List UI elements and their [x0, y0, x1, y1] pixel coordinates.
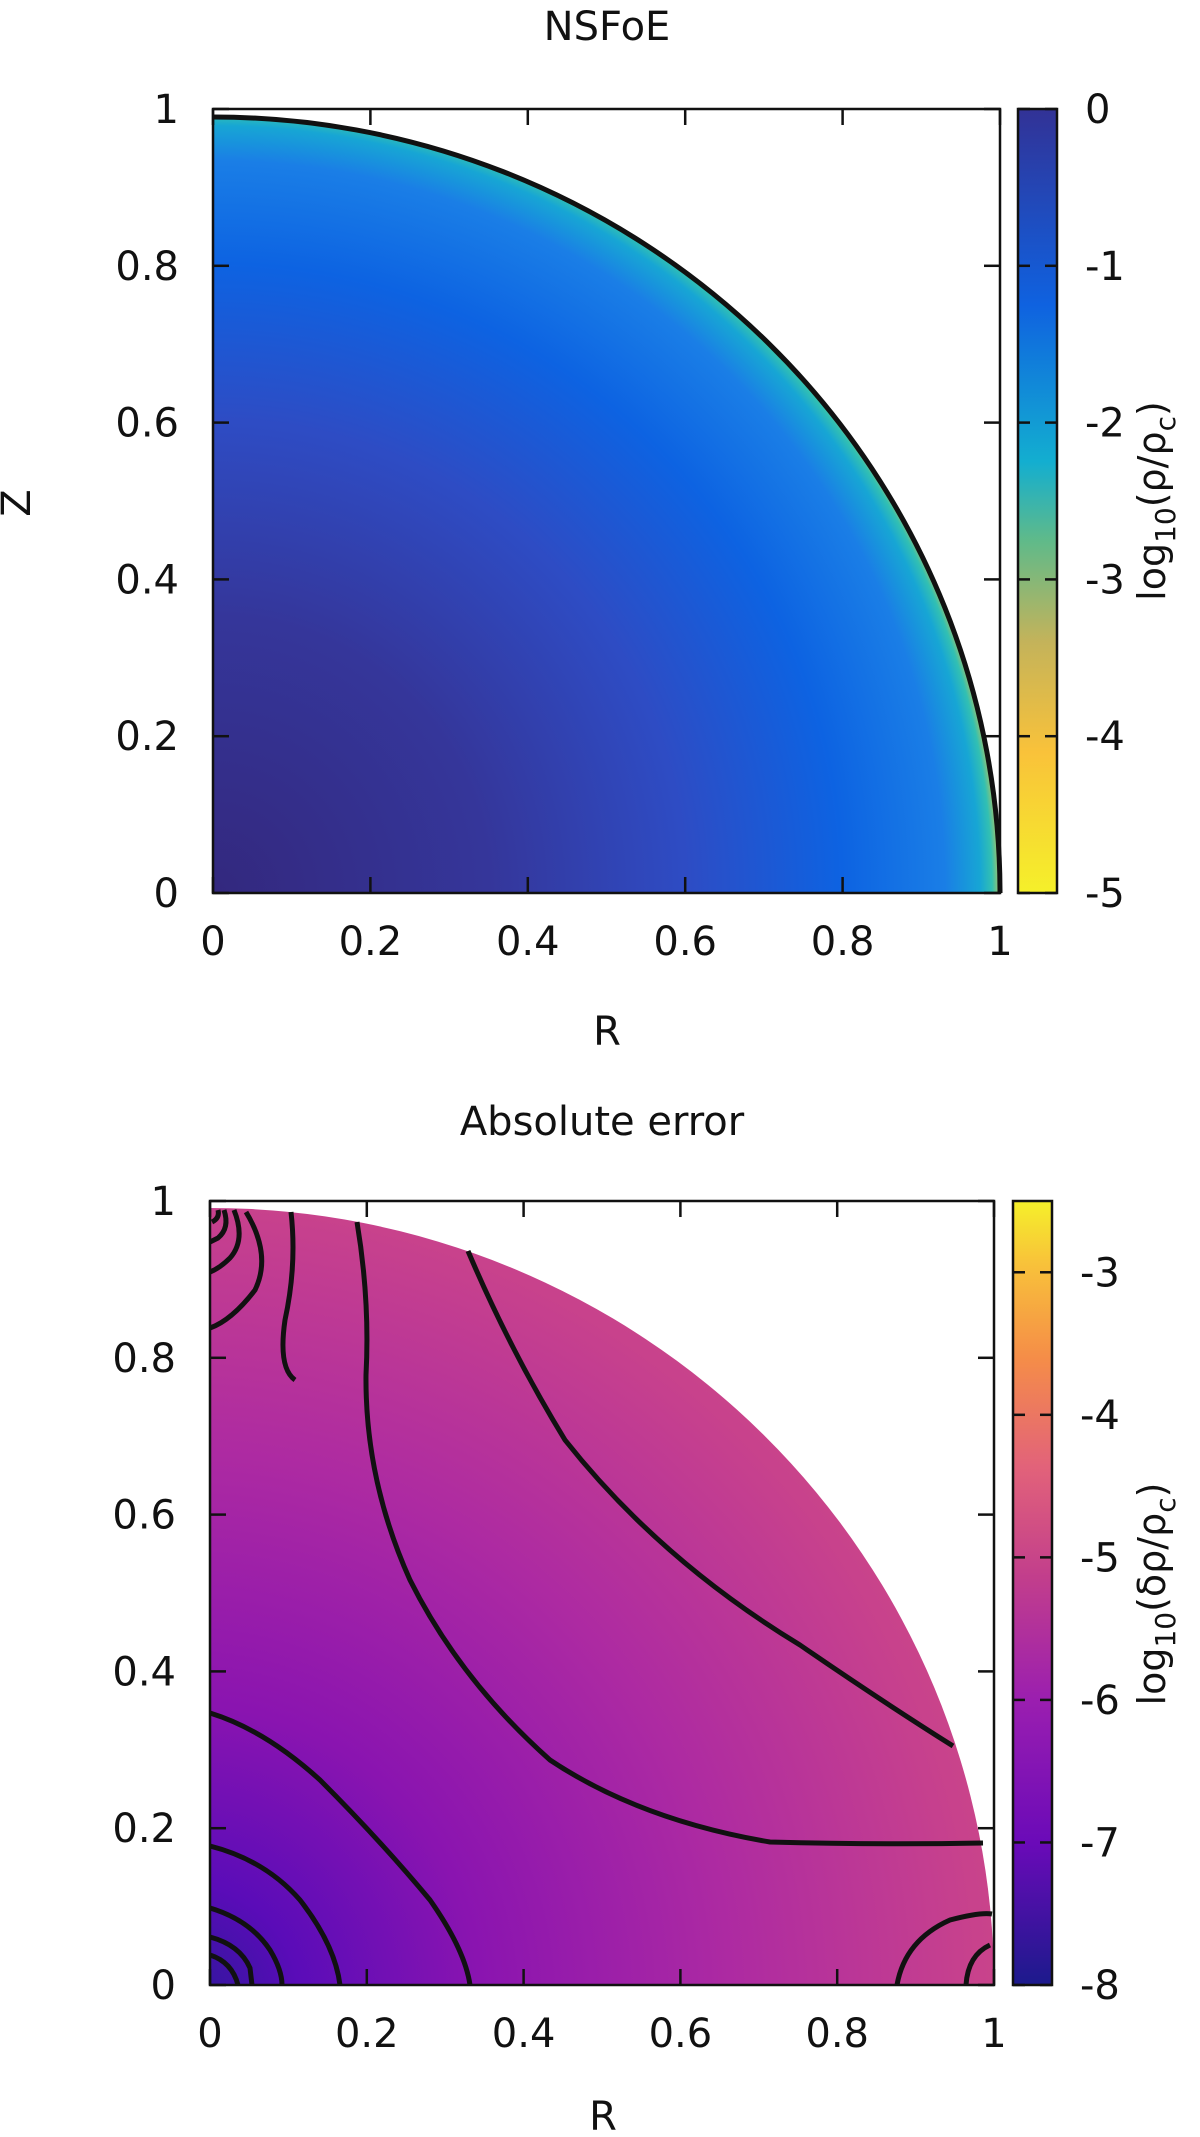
colorbar-label: log10(ρ/ρc) — [1130, 401, 1182, 601]
y-tick-label: 0.6 — [112, 1493, 176, 1539]
axis-ticks: 0 0.2 0.4 0.6 0.8 1 0 0.2 0.4 0.6 0.8 1 — [112, 1179, 1006, 2057]
panel-density: NSFoE 0 0.2 0.4 0.6 0.8 1 0 0.2 0.4 0.6 0.8 1 R Z -… — [0, 4, 1182, 1055]
x-tick-label: 0.8 — [811, 919, 875, 965]
contour-line — [208, 1209, 229, 1245]
colorbar-ticks: -5 -4 -3 -2 -1 0 — [1018, 87, 1125, 917]
y-tick-label: 0.4 — [112, 1649, 176, 1695]
density-field — [213, 117, 1000, 893]
contour-line — [209, 1934, 255, 1986]
plot-frame — [208, 1199, 996, 1987]
contour-line — [354, 1221, 984, 1847]
colorbar-tick-label: -1 — [1085, 244, 1125, 290]
plot-frame — [211, 107, 1002, 895]
y-axis-label: Z — [0, 489, 40, 516]
contour-line — [209, 1209, 242, 1275]
colorbar-tick-label: -2 — [1085, 401, 1125, 447]
y-tick-label: 0.6 — [115, 401, 179, 447]
chart-title: NSFoE — [544, 4, 671, 50]
axis-ticks: 0 0.2 0.4 0.6 0.8 1 0 0.2 0.4 0.6 0.8 1 — [115, 87, 1012, 965]
x-tick-label: 0.6 — [653, 919, 717, 965]
x-tick-label: 0.2 — [339, 919, 403, 965]
y-tick-label: 0.2 — [112, 1806, 176, 1852]
colorbar-tick-label: -5 — [1080, 1535, 1120, 1581]
colorbar — [1011, 1199, 1054, 1987]
y-tick-label: 0.8 — [115, 244, 179, 290]
y-tick-label: 0.4 — [115, 557, 179, 603]
contour-line — [280, 1211, 297, 1383]
colorbar-label: log10(δρ/ρc) — [1130, 1483, 1182, 1706]
x-tick-label: 0.6 — [649, 2011, 713, 2057]
x-tick-label: 0.4 — [492, 2011, 556, 2057]
x-tick-label: 1 — [981, 2011, 1006, 2057]
x-tick-label: 0.4 — [496, 919, 560, 965]
contour-line — [209, 1843, 343, 1986]
contour-line — [963, 1942, 992, 1986]
panel-absolute-error: Absolute error 0 0.2 0.4 0.6 0.8 100.20.40.60… — [112, 1099, 1182, 2137]
colorbar-tick-label: -5 — [1085, 871, 1125, 917]
y-tick-label: 0.2 — [115, 714, 179, 760]
x-tick-label: 0 — [197, 2011, 222, 2057]
error-contours — [208, 1209, 993, 1986]
x-tick-label: 0.8 — [805, 2011, 869, 2057]
contour-line — [209, 1710, 473, 1986]
x-tick-label: 1 — [987, 919, 1012, 965]
colorbar-tick-label: -6 — [1080, 1678, 1120, 1724]
colorbar-tick-label: -3 — [1080, 1250, 1120, 1296]
colorbar-tick-label: -7 — [1080, 1820, 1120, 1866]
x-tick-label: 0.2 — [335, 2011, 399, 2057]
contour-line — [209, 1905, 285, 1986]
colorbar-ticks: -8 -7 -6 -5 -4 -3 — [1013, 1250, 1120, 2009]
x-tick-label: 0 — [200, 919, 225, 965]
x-axis-label: R — [589, 2094, 617, 2137]
y-tick-label: 0 — [151, 1963, 176, 2009]
colorbar-tick-label: -8 — [1080, 1963, 1120, 2009]
contour-line — [465, 1250, 955, 1749]
contour-line — [209, 1210, 265, 1331]
y-tick-label: 1 — [154, 87, 179, 133]
chart-title: Absolute error — [460, 1099, 745, 1145]
colorbar-tick-label: -4 — [1080, 1393, 1120, 1439]
colorbar-tick-label: 0 — [1085, 87, 1110, 133]
y-tick-label: 1 — [151, 1179, 176, 1225]
error-field — [210, 1208, 994, 1985]
y-tick-label: 0 — [154, 871, 179, 917]
colorbar-tick-label: -3 — [1085, 557, 1125, 603]
y-tick-label: 0.8 — [112, 1336, 176, 1382]
surface-contour — [212, 114, 1003, 894]
colorbar-tick-label: -4 — [1085, 714, 1125, 760]
colorbar — [1016, 107, 1059, 895]
contour-line — [209, 1952, 241, 1986]
x-axis-label: R — [593, 1009, 621, 1055]
contour-line — [210, 1209, 221, 1225]
contour-line — [894, 1911, 993, 1986]
